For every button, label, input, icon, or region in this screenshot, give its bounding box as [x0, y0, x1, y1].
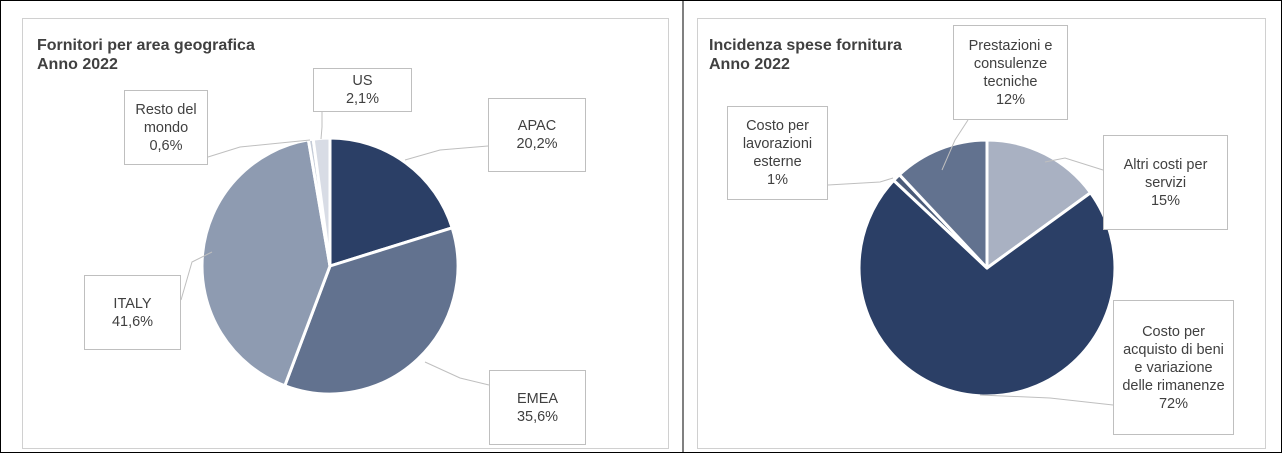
- data-label: ITALY 41,6%: [84, 275, 181, 350]
- leader-line: [941, 119, 969, 171]
- data-label: Resto del mondo 0,6%: [124, 90, 208, 165]
- category-label: Costo per acquisto di beni e variazione …: [1122, 323, 1225, 394]
- pie-slice: [283, 226, 460, 396]
- subtitle: Anno 2022: [709, 56, 790, 73]
- value-label: 1%: [767, 172, 788, 188]
- data-label: Costo per acquisto di beni e variazione …: [1113, 300, 1234, 435]
- title-line: Incidenza spese fornitura: [709, 37, 902, 54]
- leader-line: [979, 394, 1114, 406]
- pie-slice: [857, 178, 1117, 398]
- category-label: Costo per lavorazioni esterne: [742, 118, 813, 170]
- category-label: US: [352, 73, 373, 89]
- data-label: APAC 20,2%: [488, 98, 586, 172]
- pie-slice: [200, 138, 332, 388]
- chart-title: Fornitori per area geografica Anno 2022: [37, 36, 255, 74]
- subtitle: Anno 2022: [37, 56, 118, 73]
- value-label: 20,2%: [516, 136, 558, 152]
- data-label: Costo per lavorazioni esterne 1%: [727, 106, 828, 200]
- leader-line: [827, 177, 894, 186]
- value-label: 41,6%: [111, 313, 154, 330]
- data-label: Prestazioni e consulenze tecniche 12%: [953, 25, 1068, 120]
- leader-line: [404, 145, 489, 161]
- value-label: 35,6%: [516, 408, 559, 425]
- pie-slice: [985, 138, 1093, 270]
- leader-line: [424, 361, 490, 386]
- category-label: EMEA: [516, 390, 559, 407]
- leader-line: [320, 112, 323, 140]
- chart-area: [22, 18, 669, 449]
- title-line: Fornitori per area geografica: [37, 37, 255, 54]
- category-label: ITALY: [113, 295, 152, 312]
- data-label: EMEA 35,6%: [489, 370, 586, 445]
- pie-slice: [328, 136, 454, 268]
- category-label: Prestazioni e consulenze tecniche: [968, 37, 1053, 90]
- leader-line: [180, 251, 213, 301]
- value-label: 12%: [995, 91, 1026, 108]
- data-label: Altri costi per servizi 15%: [1103, 135, 1228, 230]
- category-label: APAC: [517, 118, 557, 134]
- value-label: 2,1%: [345, 91, 380, 107]
- value-label: 15%: [1150, 192, 1181, 209]
- pie-slice: [897, 138, 989, 270]
- chart-title: Incidenza spese fornitura Anno 2022: [709, 36, 902, 74]
- pie-slice: [311, 136, 332, 268]
- chart-area: [697, 18, 1266, 449]
- data-label: US 2,1%: [313, 68, 412, 112]
- category-label: Altri costi per servizi: [1123, 156, 1208, 191]
- value-label: 0,6%: [149, 137, 183, 154]
- leader-line: [1044, 157, 1104, 171]
- leader-line: [207, 139, 311, 158]
- value-label: 72%: [1158, 395, 1189, 412]
- category-label: Resto del mondo: [135, 101, 197, 136]
